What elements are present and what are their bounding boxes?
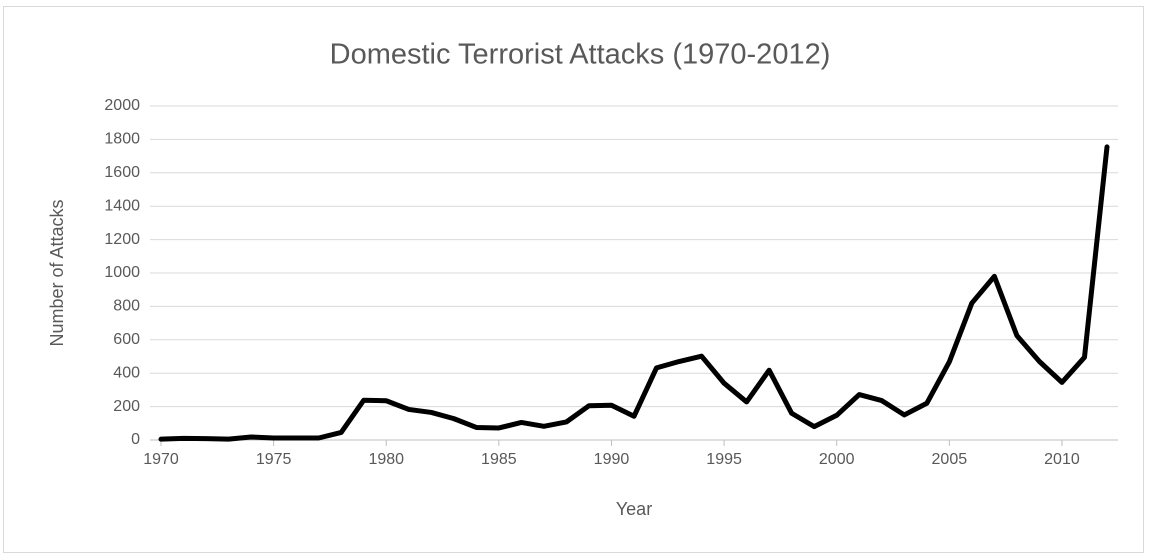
x-tick-label: 1970 — [143, 451, 179, 468]
data-line — [158, 144, 1110, 442]
chart-border — [3, 6, 1144, 553]
y-tick-label: 0 — [131, 431, 140, 448]
y-tick-label: 1800 — [104, 131, 140, 148]
x-tick-label: 1990 — [594, 451, 630, 468]
x-tick-label: 2005 — [932, 451, 968, 468]
y-tick-label: 1600 — [104, 164, 140, 181]
x-tick-label: 1980 — [368, 451, 404, 468]
x-tick-label: 2010 — [1044, 451, 1080, 468]
x-tick-label: 2000 — [819, 451, 855, 468]
x-axis-label: Year — [616, 499, 652, 519]
chart-title: Domestic Terrorist Attacks (1970-2012) — [330, 39, 831, 71]
y-tick-label: 1400 — [104, 197, 140, 214]
y-tick-label: 200 — [113, 398, 140, 415]
y-axis-label: Number of Attacks — [47, 199, 67, 346]
y-tick-label: 600 — [113, 331, 140, 348]
x-tick-label: 1975 — [256, 451, 292, 468]
y-tick-label: 1200 — [104, 231, 140, 248]
y-tick-label: 400 — [113, 364, 140, 381]
y-tick-label: 800 — [113, 298, 140, 315]
y-tick-label: 2000 — [104, 97, 140, 114]
x-tick-label: 1985 — [481, 451, 517, 468]
y-tick-label: 1000 — [104, 264, 140, 281]
x-tick-label: 1995 — [706, 451, 742, 468]
